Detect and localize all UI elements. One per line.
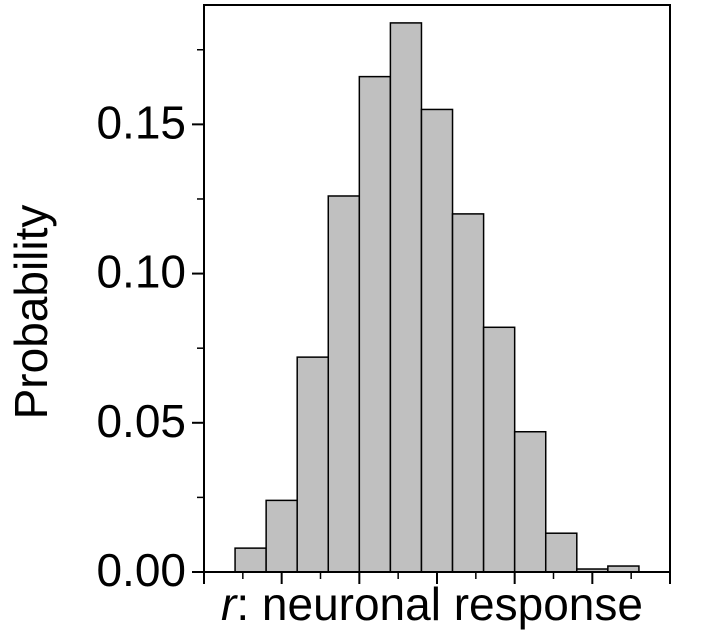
x-axis-label: r: neuronal response xyxy=(221,578,643,630)
bar xyxy=(389,22,423,573)
bar xyxy=(296,356,330,573)
y-axis-label: Probability xyxy=(5,205,57,420)
bar xyxy=(358,75,392,573)
x-axis-variable: r xyxy=(221,578,238,630)
y-tick-label: 0.05 xyxy=(96,395,186,447)
bar xyxy=(544,532,578,573)
y-tick-label: 0.00 xyxy=(96,544,186,596)
bar xyxy=(420,108,454,573)
bar xyxy=(327,195,361,573)
bar xyxy=(234,547,267,573)
bar xyxy=(482,326,516,573)
bar xyxy=(451,213,485,573)
bar xyxy=(265,499,298,573)
y-tick-label: 0.10 xyxy=(96,246,186,298)
bar xyxy=(513,430,547,573)
x-axis-text: : neuronal response xyxy=(236,578,643,630)
y-tick-label: 0.15 xyxy=(96,97,186,149)
